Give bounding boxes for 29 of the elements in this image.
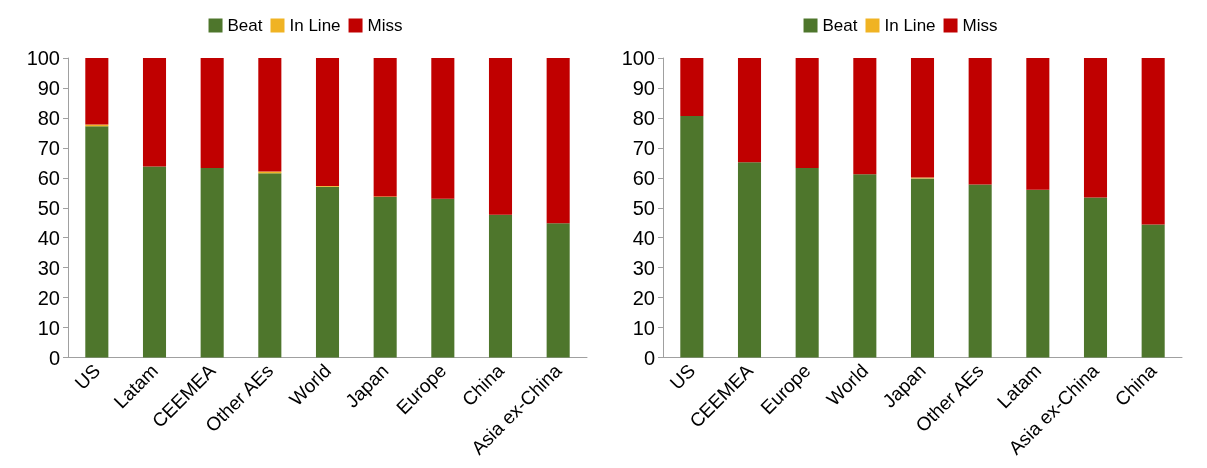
y-tick-label: 50 <box>632 196 655 219</box>
y-tick-label: 40 <box>632 226 655 249</box>
y-tick-label: 30 <box>632 256 655 279</box>
y-tick-label: 40 <box>37 226 60 249</box>
y-tick-label: 20 <box>37 286 60 309</box>
y-tick-label: 20 <box>632 286 655 309</box>
y-tick-label: 50 <box>37 196 60 219</box>
y-tick-label: 0 <box>643 346 655 369</box>
legend-label: Miss <box>367 16 403 35</box>
legend-label: Beat <box>822 16 858 35</box>
legend-label: Beat <box>227 16 263 35</box>
y-tick-label: 100 <box>621 47 655 69</box>
legend-label: In Line <box>884 16 936 35</box>
y-tick-label: 10 <box>632 316 655 339</box>
y-tick-label: 80 <box>632 106 655 129</box>
y-tick-label: 80 <box>37 106 60 129</box>
legend-label: In Line <box>289 16 341 35</box>
y-tick-label: 10 <box>37 316 60 339</box>
legend-label: Miss <box>962 16 998 35</box>
y-tick-label: 60 <box>632 166 655 189</box>
y-tick-label: 70 <box>632 136 655 159</box>
y-tick-label: 0 <box>48 346 60 369</box>
y-tick-label: 60 <box>37 166 60 189</box>
y-tick-label: 70 <box>37 136 60 159</box>
y-tick-label: 100 <box>26 47 60 69</box>
y-tick-label: 90 <box>37 76 60 99</box>
y-tick-label: 30 <box>37 256 60 279</box>
y-tick-label: 90 <box>632 76 655 99</box>
x-tick-label: US <box>70 360 105 394</box>
